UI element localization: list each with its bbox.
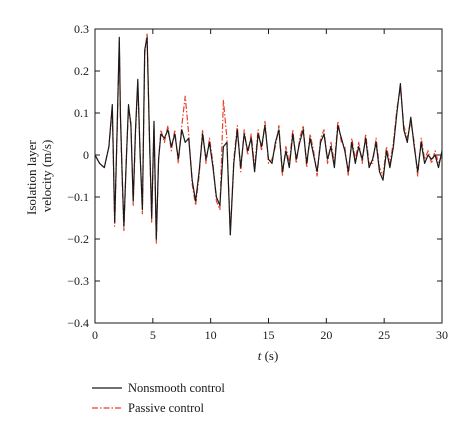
x-axis-title-variable: t: [258, 348, 262, 363]
x-tick-label: 30: [436, 328, 448, 342]
y-tick-label: −0.2: [67, 232, 89, 246]
legend: Nonsmooth control Passive control: [92, 381, 225, 415]
x-tick-label: 10: [205, 328, 217, 342]
y-tick-label: −0.1: [67, 190, 89, 204]
legend-label-nonsmooth: Nonsmooth control: [128, 381, 225, 395]
series-line-passive-control: [94, 32, 443, 244]
plot-frame: [94, 28, 443, 324]
y-tick-label: 0: [83, 148, 89, 162]
x-axis-title-unit: (s): [261, 348, 278, 363]
y-tick-label: 0.1: [74, 106, 89, 120]
x-axis-title: t (s): [258, 348, 279, 363]
y-tick-label: 0.2: [74, 64, 89, 78]
y-tick-label: −0.3: [67, 274, 89, 288]
legend-label-passive: Passive control: [128, 401, 205, 415]
x-tick-label: 5: [150, 328, 156, 342]
y-axis-title: Isolation layer velocity (m/s): [24, 137, 54, 215]
y-axis-ticks: 0.3 0.2 0.1 0 −0.1 −0.2 −0.3 −0.4: [67, 22, 442, 330]
y-axis-title-line-2: velocity (m/s): [39, 140, 54, 213]
y-tick-label: −0.4: [67, 316, 89, 330]
x-tick-label: 25: [378, 328, 390, 342]
x-tick-label: 0: [92, 328, 98, 342]
x-tick-label: 15: [263, 328, 275, 342]
x-axis-ticks: 0 5 10 15 20 25 30: [92, 29, 448, 342]
y-axis-title-line-1: Isolation layer: [24, 140, 39, 215]
x-tick-label: 20: [320, 328, 332, 342]
series-layer: [94, 32, 443, 244]
y-tick-label: 0.3: [74, 22, 89, 36]
series-line-nonsmooth-control: [94, 36, 443, 240]
